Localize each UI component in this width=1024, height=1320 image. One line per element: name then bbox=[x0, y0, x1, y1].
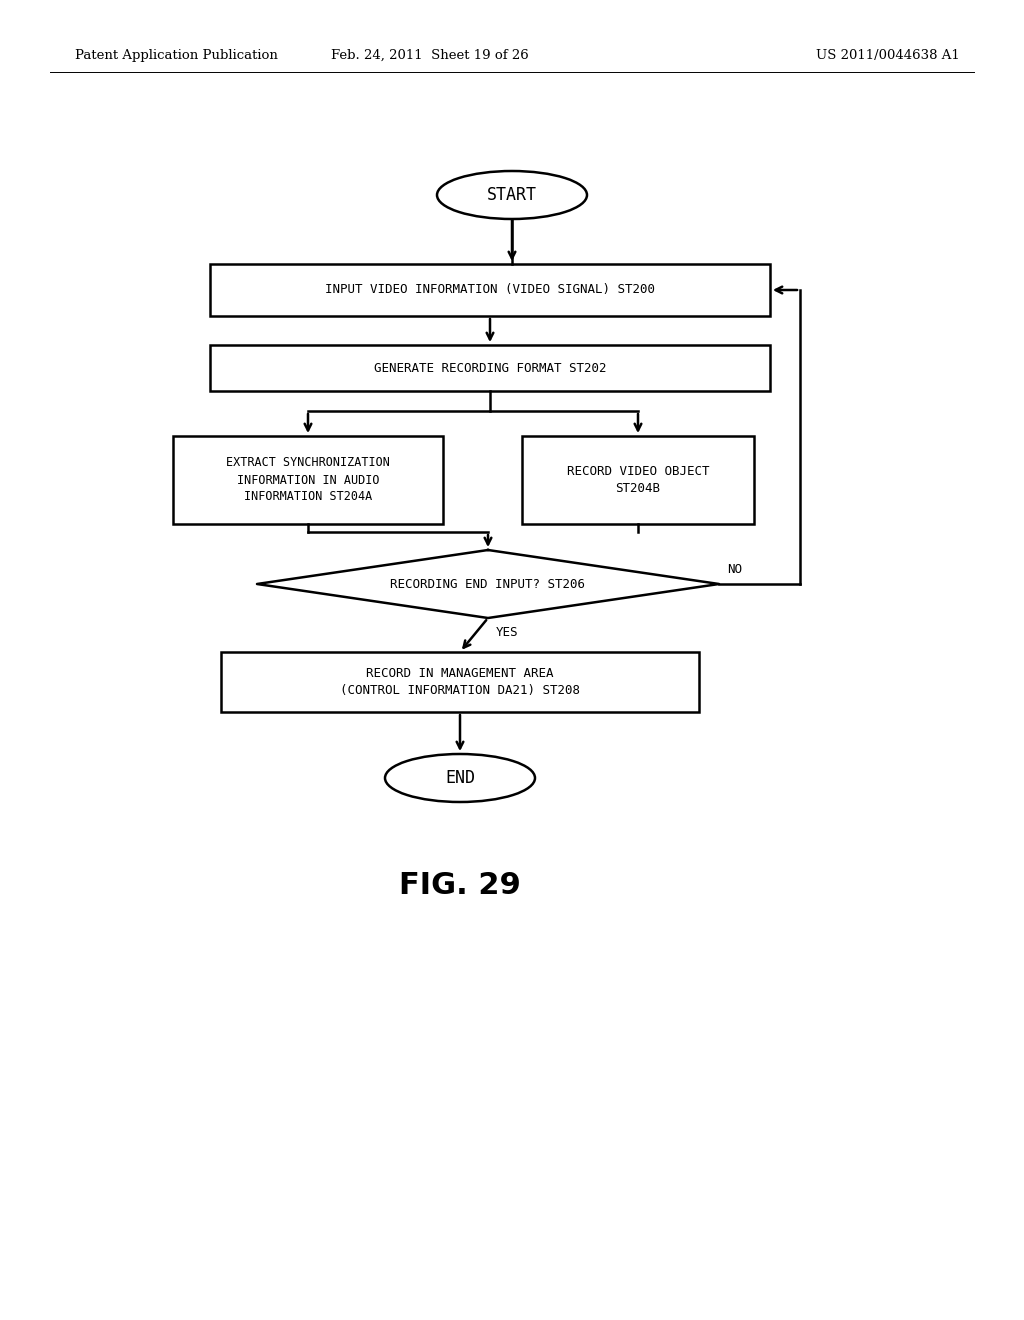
Text: EXTRACT SYNCHRONIZATION
INFORMATION IN AUDIO
INFORMATION ST204A: EXTRACT SYNCHRONIZATION INFORMATION IN A… bbox=[226, 457, 390, 503]
Text: INPUT VIDEO INFORMATION (VIDEO SIGNAL) ST200: INPUT VIDEO INFORMATION (VIDEO SIGNAL) S… bbox=[325, 284, 655, 297]
Text: US 2011/0044638 A1: US 2011/0044638 A1 bbox=[816, 49, 961, 62]
Text: Patent Application Publication: Patent Application Publication bbox=[75, 49, 278, 62]
Text: RECORDING END INPUT? ST206: RECORDING END INPUT? ST206 bbox=[390, 578, 586, 590]
Text: GENERATE RECORDING FORMAT ST202: GENERATE RECORDING FORMAT ST202 bbox=[374, 362, 606, 375]
Text: NO: NO bbox=[727, 564, 742, 576]
Text: RECORD VIDEO OBJECT
ST204B: RECORD VIDEO OBJECT ST204B bbox=[566, 465, 710, 495]
Text: Feb. 24, 2011  Sheet 19 of 26: Feb. 24, 2011 Sheet 19 of 26 bbox=[331, 49, 528, 62]
Text: RECORD IN MANAGEMENT AREA
(CONTROL INFORMATION DA21) ST208: RECORD IN MANAGEMENT AREA (CONTROL INFOR… bbox=[340, 667, 580, 697]
Text: FIG. 29: FIG. 29 bbox=[399, 870, 521, 899]
Text: END: END bbox=[445, 770, 475, 787]
Text: START: START bbox=[487, 186, 537, 205]
Text: YES: YES bbox=[496, 626, 518, 639]
